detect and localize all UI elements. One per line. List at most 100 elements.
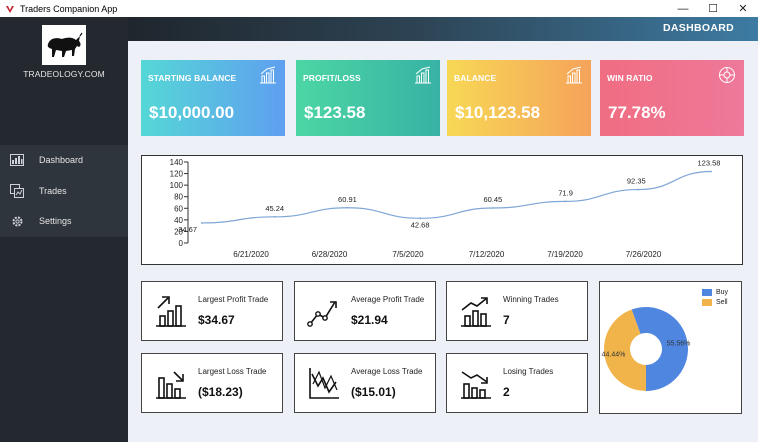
x-tick-label: 7/26/2020	[626, 250, 662, 259]
main-content: STARTING BALANCE $10,000.00 PROFIT/LOSS …	[128, 41, 758, 442]
balance-card: BALANCE $10,123.58	[447, 60, 591, 136]
stat-label: Largest Profit Trade	[198, 295, 269, 304]
close-button[interactable]: ✕	[738, 3, 748, 15]
sidebar-item-label: Trades	[39, 185, 67, 196]
sidebar-item-label: Dashboard	[39, 155, 84, 166]
data-label: 42.68	[411, 220, 430, 229]
stat-label: Average Loss Trade	[351, 367, 423, 376]
losing-trades-card: Losing Trades 2	[446, 353, 588, 413]
trend-down-bars-icon	[459, 366, 493, 400]
card-title: WIN RATIO	[607, 73, 653, 83]
y-tick-label: 20	[174, 227, 183, 236]
slice-label: 44.44%	[602, 352, 626, 359]
stat-label: Losing Trades	[503, 367, 554, 376]
data-label: 34.67	[178, 225, 197, 234]
data-label: 123.58	[698, 159, 721, 168]
line-down-icon	[307, 366, 341, 400]
y-tick-label: 60	[174, 204, 183, 213]
bar-chart-icon	[565, 66, 583, 84]
data-label: 60.45	[483, 195, 502, 204]
legend-swatch	[701, 288, 712, 296]
trend-up-bars-icon	[154, 294, 188, 328]
stat-value: 2	[503, 385, 510, 399]
trend-up-bars-icon	[459, 294, 493, 328]
y-tick-label: 140	[170, 158, 184, 167]
average-profit-trade-card: Average Profit Trade $21.94	[294, 281, 436, 341]
sidebar-nav: Dashboard Trades Settings	[0, 145, 128, 237]
card-title: STARTING BALANCE	[148, 73, 237, 83]
y-tick-label: 0	[179, 239, 184, 248]
data-label: 60.91	[338, 195, 357, 204]
card-value: $10,000.00	[149, 103, 235, 122]
stat-label: Largest Loss Trade	[198, 367, 267, 376]
stat-value: ($15.01)	[351, 385, 396, 399]
window-title: Traders Companion App	[20, 3, 118, 14]
app-logo-icon	[5, 4, 15, 14]
balance-line-chart: 0 20 40 60 80 100 120 140 6/21/2020 6/28/2020 7/5/…	[141, 155, 743, 265]
data-point	[201, 222, 203, 224]
data-point	[710, 170, 712, 173]
card-value: $123.58	[304, 103, 366, 122]
legend-label: Buy	[715, 288, 728, 296]
largest-profit-trade-card: Largest Profit Trade $34.67	[141, 281, 283, 341]
brand-name: TRADEOLOGY.COM	[23, 69, 105, 79]
card-title: BALANCE	[454, 73, 497, 83]
pie-chart-icon	[718, 66, 736, 84]
data-point	[491, 207, 494, 209]
stat-value: ($18.23)	[198, 385, 243, 399]
y-tick-label: 40	[174, 216, 183, 225]
chart-legend: Buy Sell	[701, 287, 728, 307]
legend-label: Sell	[715, 298, 728, 306]
profit-loss-card: PROFIT/LOSS $123.58	[296, 60, 440, 136]
series-line	[201, 170, 712, 224]
pie-slice	[631, 307, 688, 391]
gear-icon	[10, 214, 24, 228]
title-bar: Traders Companion App — ☐ ✕	[0, 0, 758, 17]
maximize-button[interactable]: ☐	[708, 3, 718, 15]
data-label: 45.24	[265, 204, 284, 213]
line-trend-icon	[307, 294, 341, 328]
trades-icon	[10, 183, 24, 198]
data-point	[564, 200, 567, 203]
data-label: 92.35	[627, 177, 646, 186]
winning-trades-card: Winning Trades 7	[446, 281, 588, 341]
sidebar: TRADEOLOGY.COM Dashboard Trades Settings	[0, 17, 128, 442]
bull-logo	[42, 25, 86, 65]
average-loss-trade-card: Average Loss Trade ($15.01)	[294, 353, 436, 413]
minimize-button[interactable]: —	[677, 2, 689, 15]
buy-sell-donut-chart: Buy Sell 55.56% 44.44%	[599, 281, 742, 414]
stat-value: $34.67	[198, 313, 235, 327]
x-tick-label: 6/21/2020	[233, 250, 269, 259]
data-point	[346, 206, 349, 209]
card-title: PROFIT/LOSS	[303, 73, 361, 83]
legend-item-sell: Sell	[701, 297, 728, 307]
largest-loss-trade-card: Largest Loss Trade ($18.23)	[141, 353, 283, 413]
x-tick-label: 6/28/2020	[312, 250, 348, 259]
sidebar-item-dashboard[interactable]: Dashboard	[0, 145, 128, 176]
x-tick-label: 7/12/2020	[469, 250, 505, 259]
data-point	[419, 217, 422, 220]
data-point	[637, 188, 640, 191]
win-ratio-card: WIN RATIO 77.78%	[600, 60, 744, 136]
card-value: $10,123.58	[455, 103, 541, 122]
bar-chart-icon	[414, 66, 432, 84]
y-tick-label: 80	[174, 193, 183, 202]
page-title: DASHBOARD	[663, 22, 734, 34]
legend-item-buy: Buy	[701, 287, 728, 297]
sidebar-item-settings[interactable]: Settings	[0, 206, 128, 237]
starting-balance-card: STARTING BALANCE $10,000.00	[141, 60, 285, 136]
bar-chart-icon	[259, 66, 277, 84]
x-tick-label: 7/5/2020	[392, 250, 424, 259]
data-label: 71.9	[558, 188, 573, 197]
y-tick-label: 100	[170, 181, 184, 190]
trend-down-bars-icon	[154, 366, 188, 400]
header-bar: DASHBOARD	[128, 17, 758, 41]
x-tick-label: 7/19/2020	[547, 250, 583, 259]
legend-swatch	[701, 298, 712, 306]
stat-label: Average Profit Trade	[351, 295, 425, 304]
pie-slice	[604, 309, 646, 391]
sidebar-item-label: Settings	[39, 216, 72, 227]
stat-label: Winning Trades	[503, 295, 559, 304]
sidebar-item-trades[interactable]: Trades	[0, 176, 128, 207]
card-value: 77.78%	[608, 103, 666, 122]
